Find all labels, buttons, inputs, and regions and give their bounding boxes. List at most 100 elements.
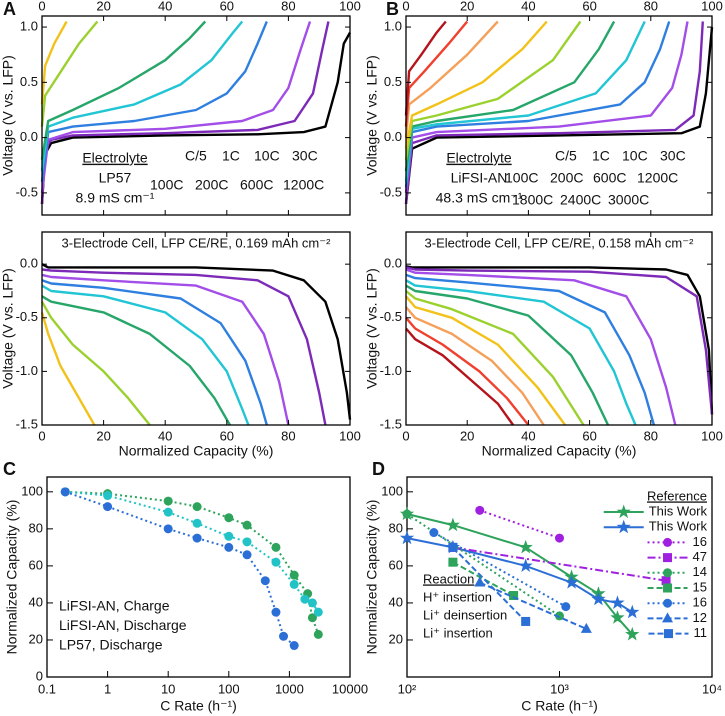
x-tick-label: 0 xyxy=(402,0,409,13)
x-tick-label: 0 xyxy=(38,428,45,443)
panel-label: C xyxy=(3,459,16,479)
marker xyxy=(555,533,564,543)
curve xyxy=(404,21,689,194)
legend-label: H⁺ insertion xyxy=(423,589,492,604)
marker xyxy=(610,595,625,609)
marker xyxy=(448,557,458,567)
curve xyxy=(404,21,704,205)
marker xyxy=(224,513,234,523)
marker xyxy=(662,612,674,623)
marker xyxy=(307,598,317,608)
y-axis-label: Normalized Capacity (%) xyxy=(4,500,20,655)
curve xyxy=(452,561,515,597)
legend-label: 1800C xyxy=(512,192,553,208)
curve xyxy=(64,490,295,647)
marker xyxy=(192,533,202,543)
x-tick-label: 10³ xyxy=(550,681,569,696)
marker xyxy=(518,539,533,554)
x-tick-label: 80 xyxy=(644,428,658,443)
marker xyxy=(192,518,202,528)
legend-title: Reference xyxy=(647,488,707,503)
marker xyxy=(661,576,671,586)
curve xyxy=(40,20,68,105)
curve xyxy=(405,279,637,426)
y-tick-label: -1.5 xyxy=(380,416,402,431)
curve xyxy=(452,546,667,582)
legend-label: 12 xyxy=(693,610,707,625)
y-tick-label: 80 xyxy=(29,520,43,535)
legend-label: 600C xyxy=(593,170,626,186)
marker xyxy=(260,576,270,586)
marker xyxy=(474,576,486,587)
marker xyxy=(518,558,533,572)
legend-label: 2400C xyxy=(560,192,601,208)
x-tick-label: 10⁴ xyxy=(702,681,722,696)
plot-frame xyxy=(405,231,713,426)
curve xyxy=(41,284,250,426)
curve xyxy=(40,20,99,127)
curve xyxy=(404,20,548,149)
y-tick-label: 40 xyxy=(389,594,403,609)
legend-label: 200C xyxy=(550,170,583,186)
marker xyxy=(289,579,299,589)
marker xyxy=(224,531,234,541)
marker xyxy=(242,537,252,547)
legend-label: 100C xyxy=(150,177,183,193)
annotation: Electrolyte xyxy=(82,150,148,166)
marker xyxy=(663,553,673,563)
marker xyxy=(616,519,631,534)
legend-label: 3000C xyxy=(608,192,649,208)
x-tick-label: 40 xyxy=(158,428,172,443)
marker xyxy=(521,616,531,626)
curve xyxy=(404,26,714,205)
legend-label: 10C xyxy=(254,148,280,164)
marker xyxy=(163,496,173,506)
marker xyxy=(616,504,631,519)
legend-label: 30C xyxy=(292,148,318,164)
legend-label: 47 xyxy=(693,549,707,564)
x-axis-label: Normalized Capacity (%) xyxy=(119,443,274,459)
y-tick-label: 0.0 xyxy=(20,129,38,144)
annotation: Electrolyte xyxy=(446,150,512,166)
legend-label: This Work xyxy=(649,519,708,534)
curve xyxy=(405,266,714,415)
curve xyxy=(41,295,231,426)
marker xyxy=(289,641,299,651)
x-tick-label: 100 xyxy=(339,0,361,13)
y-tick-label: 60 xyxy=(389,557,403,572)
legend-label: 14 xyxy=(693,564,707,579)
curve xyxy=(405,327,515,426)
marker xyxy=(103,502,113,512)
x-tick-label: 20 xyxy=(460,0,474,13)
marker xyxy=(163,524,173,534)
y-tick-label: 0.0 xyxy=(384,256,402,271)
curve xyxy=(41,263,352,420)
marker xyxy=(60,487,70,497)
marker xyxy=(580,622,592,633)
x-axis-label: C Rate (h⁻¹) xyxy=(160,698,237,714)
x-tick-label: 60 xyxy=(220,428,234,443)
legend-label: 1C xyxy=(592,148,610,164)
marker xyxy=(509,591,519,601)
marker xyxy=(313,607,323,617)
y-tick-label: 100 xyxy=(381,483,403,498)
y-axis-label: Voltage (V vs. LFP) xyxy=(364,55,380,176)
x-tick-label: 40 xyxy=(521,0,535,13)
curve xyxy=(405,284,610,426)
x-tick-label: 80 xyxy=(281,428,295,443)
marker xyxy=(402,509,412,519)
y-tick-label: 100 xyxy=(21,483,43,498)
annotation: 3-Electrode Cell, LFP CE/RE, 0.158 mAh c… xyxy=(425,235,695,250)
y-tick-label: -0.5 xyxy=(16,309,38,324)
x-tick-label: 0 xyxy=(38,0,45,13)
panel-label: B xyxy=(386,0,399,19)
legend-label: 16 xyxy=(693,534,707,549)
x-tick-label: 10000 xyxy=(332,681,368,696)
marker xyxy=(625,604,640,619)
legend-label: Li⁺ insertion xyxy=(423,625,493,640)
curve xyxy=(40,312,96,426)
legend-label: 10C xyxy=(622,148,648,164)
marker xyxy=(663,583,673,593)
marker xyxy=(429,528,439,538)
